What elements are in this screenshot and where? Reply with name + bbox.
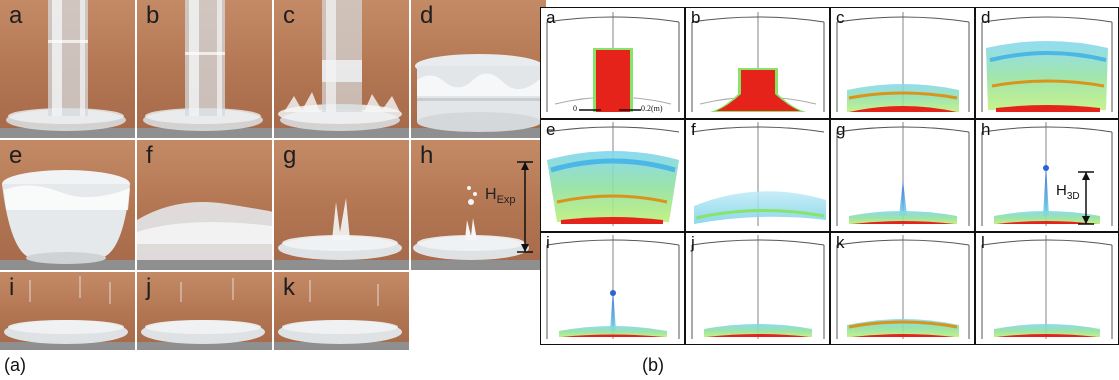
exp-label: k xyxy=(283,274,295,301)
exp-panel-b: b xyxy=(137,0,272,138)
sim-panel-i: i xyxy=(541,233,684,344)
exp-label: g xyxy=(283,142,297,169)
sim-panel-h: h H3D xyxy=(976,120,1118,231)
exp-panel-g: g xyxy=(274,140,409,270)
sim-label: e xyxy=(546,120,556,139)
exp-label: c xyxy=(283,2,295,29)
sim-label: f xyxy=(691,120,696,139)
exp-label: a xyxy=(9,2,23,29)
sim-label: h xyxy=(981,120,991,139)
exp-panel-a: a xyxy=(0,0,135,138)
sim-panel-f: f xyxy=(686,120,829,231)
exp-label: f xyxy=(146,142,153,169)
caption-b: (b) xyxy=(642,355,664,375)
caption-a: (a) xyxy=(4,355,26,375)
exp-panel-e: e xyxy=(0,140,135,270)
exp-panel-k: k xyxy=(274,272,409,350)
experiment-photo-grid: a b c xyxy=(0,0,546,350)
sim-panel-g: g xyxy=(831,120,974,231)
exp-panel-d: d xyxy=(411,0,546,138)
sim-label: k xyxy=(836,233,845,252)
sim-panel-e: e xyxy=(541,120,684,231)
sim-label: i xyxy=(546,233,550,252)
sim-label: a xyxy=(546,8,556,27)
exp-label: d xyxy=(420,2,434,29)
exp-panel-f: f xyxy=(137,140,272,270)
sim-label: c xyxy=(836,8,845,27)
exp-label: i xyxy=(9,274,15,301)
scale-bar-start: 0 xyxy=(573,104,577,113)
sim-label: j xyxy=(691,233,695,252)
sim-panel-k: k xyxy=(831,233,974,344)
exp-label: j xyxy=(146,274,152,301)
sim-label: b xyxy=(691,8,701,27)
sim-panel-d: d xyxy=(976,8,1118,118)
sim-label: g xyxy=(836,120,846,139)
sim-panel-j: j xyxy=(686,233,829,344)
sim-label: l xyxy=(981,233,985,252)
exp-panel-i: i xyxy=(0,272,135,350)
exp-panel-h: h HExp xyxy=(411,140,546,270)
h-3d-label: H3D xyxy=(1056,182,1080,202)
exp-panel-j: j xyxy=(137,272,272,350)
simulation-grid: a 0 0.2(m) b c xyxy=(540,7,1119,345)
exp-label: e xyxy=(9,142,23,169)
sim-panel-l: l xyxy=(976,233,1118,344)
sim-panel-a: a 0 0.2(m) xyxy=(541,8,684,118)
exp-label: b xyxy=(146,2,160,29)
h-exp-label: HExp xyxy=(485,186,516,207)
sim-panel-b: b xyxy=(686,8,829,118)
exp-label: h xyxy=(420,142,434,169)
sim-panel-c: c xyxy=(831,8,974,118)
exp-panel-c: c xyxy=(274,0,409,138)
sim-label: d xyxy=(981,8,991,27)
scale-bar-end: 0.2(m) xyxy=(641,104,663,113)
